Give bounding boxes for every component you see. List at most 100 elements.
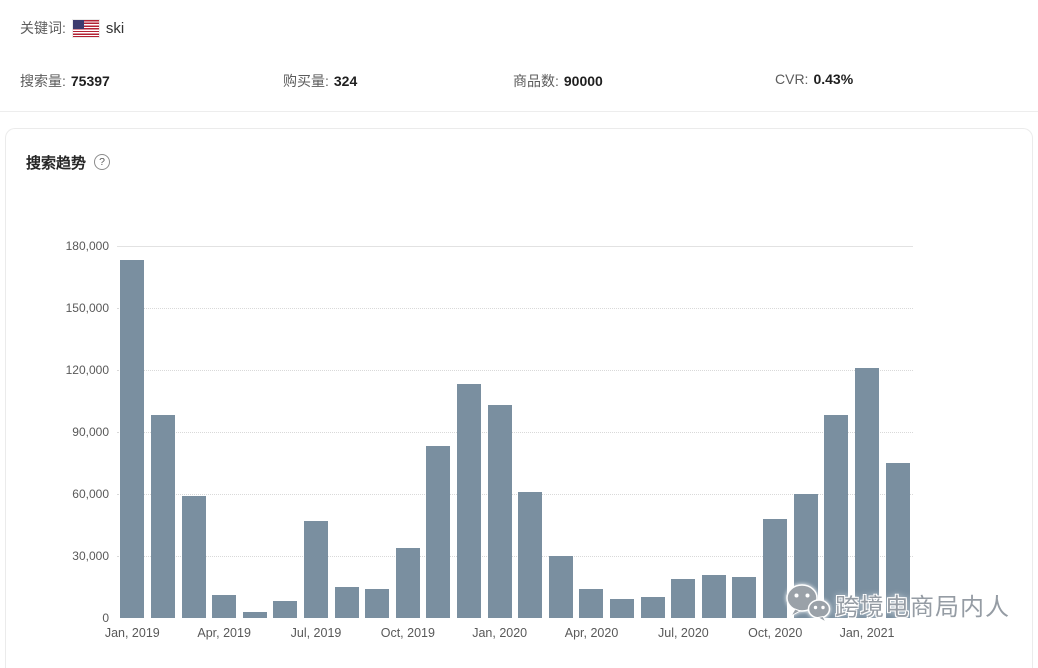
- x-axis-tick-label: Oct, 2020: [748, 626, 803, 640]
- bar-dec-2019[interactable]: [457, 384, 481, 618]
- x-axis-tick-label: Apr, 2019: [197, 626, 251, 640]
- stat-product-count: 商品数: 90000: [513, 71, 775, 91]
- bar-slot: [117, 246, 148, 618]
- bar-slot: [239, 246, 270, 618]
- y-axis-tick-label: 180,000: [65, 239, 109, 253]
- gridline: [117, 494, 913, 495]
- bar-may-2020[interactable]: [610, 599, 635, 618]
- stat-value: 75397: [70, 73, 110, 89]
- stat-search-volume: 搜索量: 75397: [20, 71, 283, 91]
- bar-jun-2019[interactable]: [273, 601, 298, 618]
- bar-jul-2020[interactable]: [671, 578, 696, 618]
- bar-sep-2019[interactable]: [365, 589, 390, 618]
- bar-slot: [729, 246, 760, 618]
- stat-label: 搜索量:: [20, 73, 66, 89]
- bar-slot: [392, 246, 423, 618]
- bar-slot: [668, 246, 699, 618]
- stat-value: 0.43%: [813, 71, 854, 87]
- gridline: [117, 246, 913, 247]
- x-axis-tick-label: Apr, 2020: [564, 626, 619, 640]
- y-axis-tick-label: 90,000: [72, 425, 109, 439]
- keyword-value: ski: [105, 19, 125, 37]
- bar-jan-2021[interactable]: [854, 367, 879, 618]
- stat-label: CVR:: [775, 71, 809, 87]
- bar-slot: [760, 246, 791, 618]
- y-axis-tick-label: 120,000: [65, 363, 109, 377]
- bar-nov-2019[interactable]: [426, 446, 451, 618]
- bar-oct-2020[interactable]: [763, 518, 788, 618]
- bar-sep-2020[interactable]: [732, 576, 757, 618]
- flag-canton: [72, 19, 84, 29]
- bar-slot: [178, 246, 209, 618]
- x-axis-tick-label: Oct, 2019: [380, 626, 435, 640]
- bar-jan-2020[interactable]: [487, 405, 512, 618]
- bar-slot: [515, 246, 546, 618]
- bar-slot: [637, 246, 668, 618]
- x-axis-tick-label: Jan, 2019: [104, 626, 160, 640]
- section-title: 搜索趋势: [26, 154, 87, 172]
- bar-slot: [148, 246, 179, 618]
- bar-slot: [331, 246, 362, 618]
- bar-oct-2019[interactable]: [395, 547, 420, 618]
- bar-may-2019[interactable]: [242, 611, 267, 618]
- wechat-icon: [786, 584, 831, 624]
- search-trend-chart: 跨境电商局内人 0 30,000 60,000 90,000 120,000 150,00…: [6, 173, 1032, 654]
- x-axis-tick-label: Jan, 2021: [839, 626, 895, 640]
- bar-slot: [454, 246, 485, 618]
- bar-slot: [699, 246, 730, 618]
- bar-slot: [790, 246, 821, 618]
- stat-value: 324: [333, 73, 358, 89]
- gridline: [117, 370, 913, 371]
- x-axis-tick-label: Jul, 2020: [658, 626, 709, 640]
- bar-dec-2020[interactable]: [824, 415, 849, 618]
- bar-jan-2019[interactable]: [120, 260, 145, 618]
- watermark: 跨境电商局内人: [785, 583, 1010, 625]
- bar-aug-2019[interactable]: [334, 587, 359, 618]
- bar-slot: [576, 246, 607, 618]
- section-title-row: 搜索趋势 ?: [6, 129, 1032, 173]
- stat-label: 商品数:: [513, 73, 559, 89]
- stat-purchase-volume: 购买量: 324: [283, 71, 513, 91]
- bar-slot: [484, 246, 515, 618]
- bar-apr-2019[interactable]: [212, 595, 237, 618]
- bar-feb-2021[interactable]: [885, 463, 910, 618]
- bar-feb-2019[interactable]: [150, 415, 175, 618]
- bar-slot: [607, 246, 638, 618]
- help-icon[interactable]: ?: [94, 154, 111, 170]
- y-axis-tick-label: 60,000: [72, 487, 109, 501]
- stat-label: 购买量:: [283, 73, 329, 89]
- gridline: [117, 556, 913, 557]
- bar-aug-2020[interactable]: [701, 574, 726, 618]
- summary-card: 关键词: ski 搜索量: 75397 购买量: 324 商品数: 90000 CVR…: [0, 0, 1038, 112]
- bar-apr-2020[interactable]: [579, 589, 604, 618]
- bar-slot: [270, 246, 301, 618]
- stat-cvr: CVR: 0.43%: [775, 71, 1018, 91]
- bar-slot: [362, 246, 393, 618]
- bar-slot: [852, 246, 883, 618]
- bar-slot: [423, 246, 454, 618]
- bar-slot: [882, 246, 913, 618]
- stats-row: 搜索量: 75397 购买量: 324 商品数: 90000 CVR: 0.43%: [20, 71, 1018, 91]
- bar-slot: [209, 246, 240, 618]
- watermark-text: 跨境电商局内人: [835, 593, 1010, 621]
- gridline: [117, 432, 913, 433]
- bars-container: [117, 246, 913, 618]
- y-axis-tick-label: 0: [102, 611, 109, 625]
- keyword-row: 关键词: ski: [20, 16, 1018, 40]
- bar-mar-2020[interactable]: [548, 556, 573, 618]
- y-axis-tick-label: 150,000: [65, 301, 109, 315]
- us-flag-icon: [72, 19, 99, 37]
- y-axis-tick-label: 30,000: [72, 549, 109, 563]
- bar-slot: [821, 246, 852, 618]
- stat-value: 90000: [563, 73, 603, 89]
- keyword-label: 关键词:: [20, 20, 66, 36]
- x-axis-tick-label: Jul, 2019: [290, 626, 342, 640]
- gridline: [117, 308, 913, 309]
- bar-jun-2020[interactable]: [640, 597, 665, 618]
- trend-card: 搜索趋势 ? 跨境电商局内人 0 30,000 60,000 90,000 120,00…: [5, 128, 1033, 668]
- bar-feb-2020[interactable]: [518, 491, 543, 618]
- bar-mar-2019[interactable]: [181, 496, 206, 618]
- x-axis-tick-label: Jan, 2020: [472, 626, 528, 640]
- bar-slot: [546, 246, 577, 618]
- bar-jul-2019[interactable]: [303, 520, 328, 618]
